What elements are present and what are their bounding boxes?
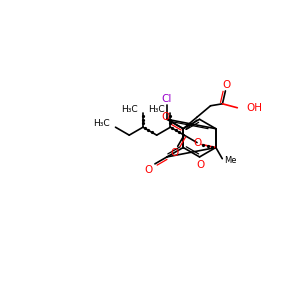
- Text: O: O: [222, 80, 230, 90]
- Text: H₃C: H₃C: [148, 105, 165, 114]
- Text: Cl: Cl: [162, 94, 172, 104]
- Text: H₃C: H₃C: [93, 119, 110, 128]
- Text: O: O: [193, 138, 201, 148]
- Text: Me: Me: [224, 156, 236, 165]
- Text: O: O: [145, 165, 153, 175]
- Text: OH: OH: [246, 103, 262, 113]
- Text: O: O: [171, 148, 179, 158]
- Text: H₃C: H₃C: [121, 105, 137, 114]
- Text: O: O: [196, 160, 205, 170]
- Text: O: O: [161, 112, 170, 122]
